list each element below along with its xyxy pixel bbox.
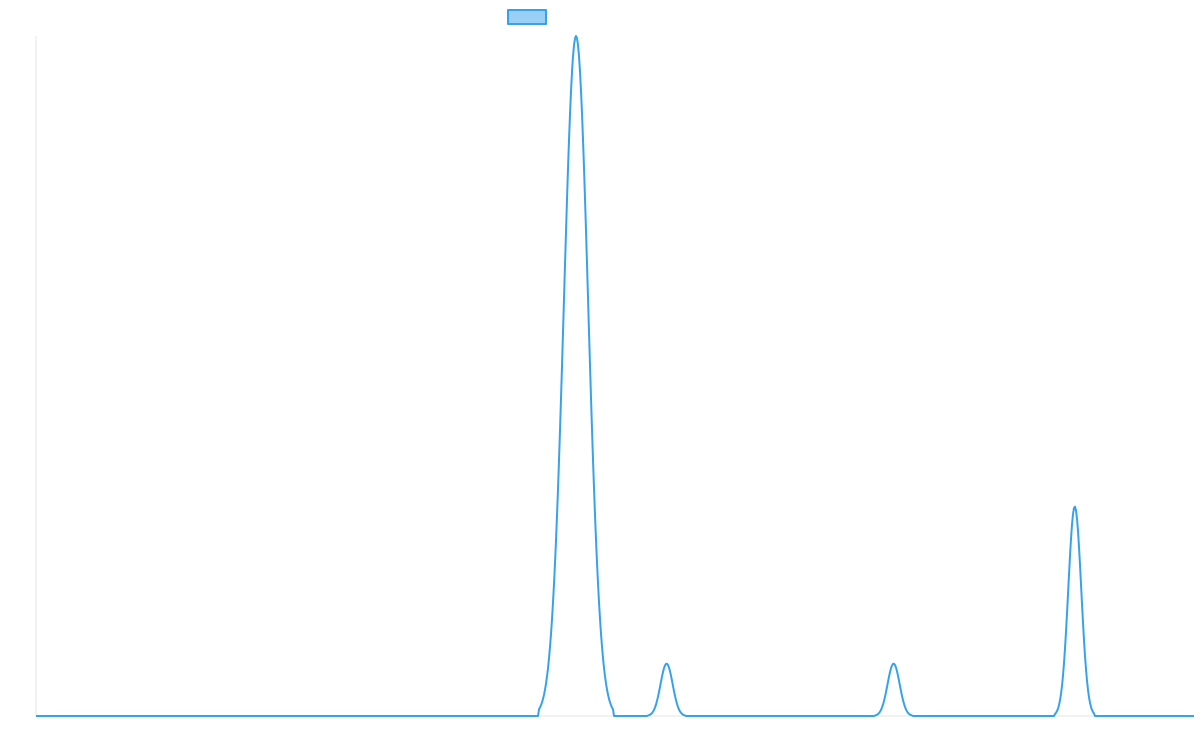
legend[interactable] bbox=[507, 9, 553, 25]
legend-swatch bbox=[507, 9, 547, 25]
series-line bbox=[36, 35, 1194, 717]
